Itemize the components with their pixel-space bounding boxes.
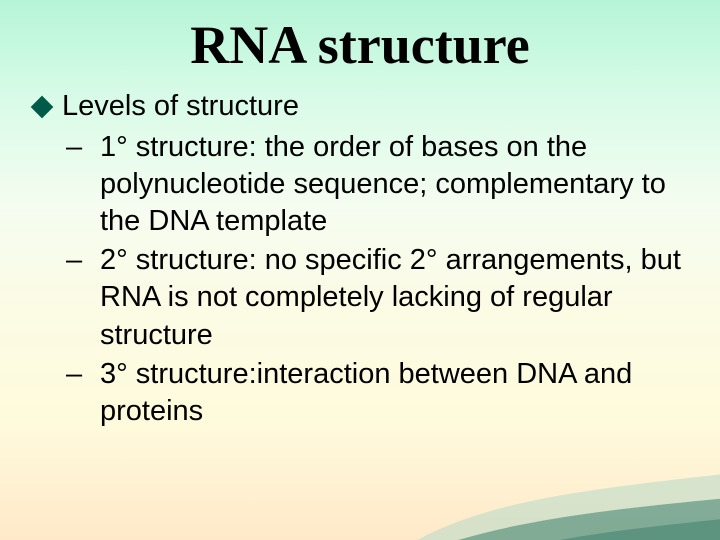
bullet-level-2: – 3° structure:interaction between DNA a…: [30, 356, 690, 430]
dash-bullet-icon: –: [66, 242, 82, 279]
bullet-level-1: Levels of structure: [30, 90, 690, 123]
slide-title: RNA structure: [0, 0, 720, 76]
dash-bullet-icon: –: [66, 356, 82, 393]
slide: RNA structure Levels of structure – 1° s…: [0, 0, 720, 540]
bullet-level-2: – 1° structure: the order of bases on th…: [30, 129, 690, 240]
bullet-level-2: – 2° structure: no specific 2° arrangeme…: [30, 242, 690, 353]
diamond-bullet-icon: [31, 96, 54, 119]
slide-body: Levels of structure – 1° structure: the …: [0, 76, 720, 430]
dash-bullet-icon: –: [66, 129, 82, 166]
bullet-text: 1° structure: the order of bases on the …: [100, 131, 666, 237]
bullet-text: 2° structure: no specific 2° arrangement…: [100, 244, 681, 350]
bullet-text: 3° structure:interaction between DNA and…: [100, 358, 632, 427]
bullet-text: Levels of structure: [62, 90, 299, 122]
